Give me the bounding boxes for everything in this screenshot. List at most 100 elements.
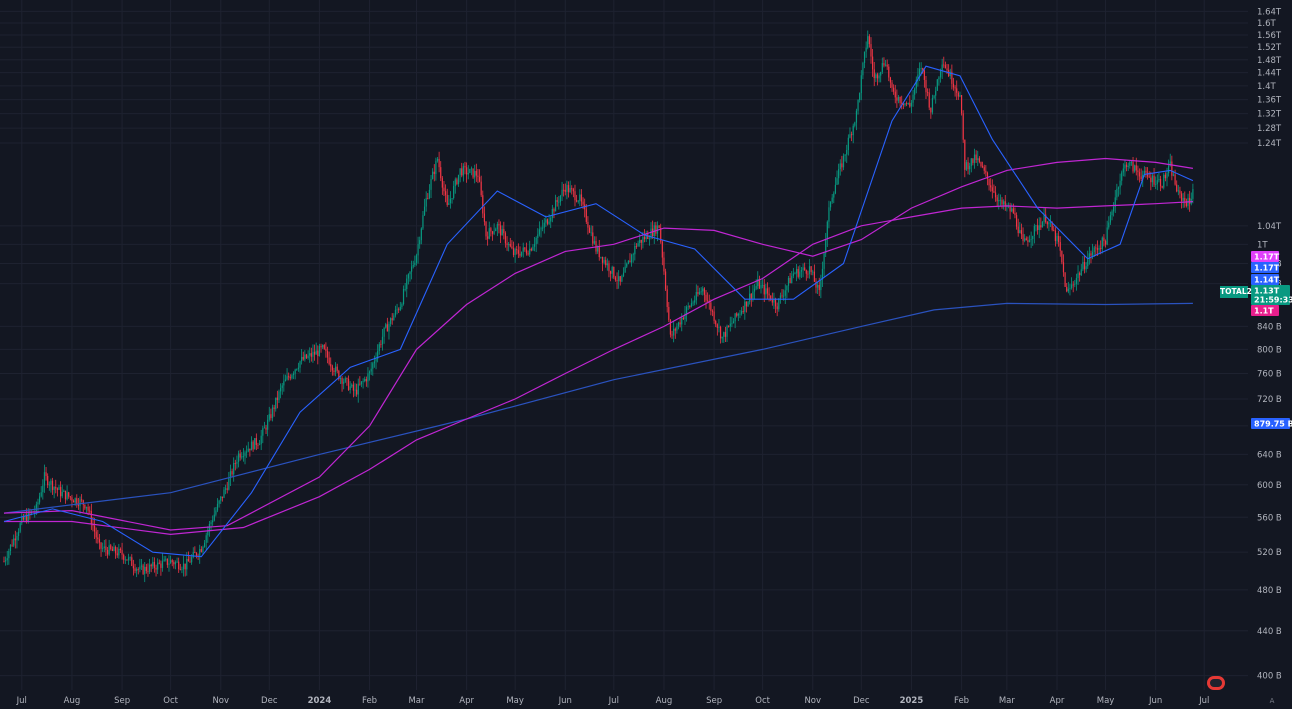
candle-body xyxy=(876,74,879,79)
candle-body xyxy=(783,295,785,297)
candle-body xyxy=(496,224,498,230)
candle-body xyxy=(522,247,524,252)
candle-body xyxy=(742,311,744,312)
candle-body xyxy=(773,299,775,303)
candle-body xyxy=(381,336,384,345)
candle-body xyxy=(440,167,442,179)
candle-body xyxy=(375,358,377,362)
candle-body xyxy=(681,317,683,325)
candle-body xyxy=(870,44,872,57)
candle-body xyxy=(849,134,851,138)
candle-body xyxy=(760,284,762,289)
candle-body xyxy=(1070,284,1073,288)
candle-body xyxy=(577,200,579,202)
y-tick-label: 480 B xyxy=(1257,586,1282,596)
candle-body xyxy=(818,284,820,291)
candle-body xyxy=(271,407,274,419)
candle-body xyxy=(550,217,552,222)
x-tick-label: Aug xyxy=(64,696,81,706)
candle-body xyxy=(1185,201,1188,206)
candle-body xyxy=(64,490,67,500)
candle-body xyxy=(713,311,715,321)
candle-body xyxy=(619,276,621,282)
candle-body xyxy=(902,103,904,106)
candle-body xyxy=(1082,261,1084,270)
candle-body xyxy=(216,503,219,511)
candle-body xyxy=(965,162,968,170)
candle-body xyxy=(711,310,714,312)
candle-body xyxy=(480,181,482,196)
candle-body xyxy=(422,215,424,229)
candle-body xyxy=(576,200,578,202)
candle-body xyxy=(239,453,241,458)
candle-body xyxy=(592,232,594,244)
x-tick-label: Jul xyxy=(16,696,27,706)
candle-body xyxy=(553,209,555,212)
candle-body xyxy=(14,538,16,541)
candle-body xyxy=(47,475,49,486)
candle-body xyxy=(257,444,259,446)
candle-body xyxy=(192,552,194,558)
candle-body xyxy=(498,224,500,226)
x-tick-label: Apr xyxy=(459,696,474,706)
candle-body xyxy=(909,103,911,107)
candle-body xyxy=(800,269,803,272)
candle-body xyxy=(1027,240,1029,243)
candle-body xyxy=(551,209,553,218)
candle-body xyxy=(202,546,204,552)
candle-body xyxy=(1014,213,1016,216)
candle-body xyxy=(262,428,264,436)
candle-body xyxy=(960,95,963,114)
tradingview-logo-icon[interactable] xyxy=(1207,676,1225,690)
candle-body xyxy=(119,548,122,551)
price-tag xyxy=(1251,262,1279,273)
candle-body xyxy=(627,260,629,265)
candle-body xyxy=(784,290,786,296)
candle-body xyxy=(427,198,429,199)
candle-body xyxy=(993,191,995,193)
candle-body xyxy=(808,266,811,274)
candle-body xyxy=(737,313,739,316)
candle-body xyxy=(373,361,376,364)
candle-body xyxy=(750,293,752,299)
candle-body xyxy=(943,64,945,66)
candle-body xyxy=(881,63,883,72)
candle-body xyxy=(77,504,80,507)
candle-body xyxy=(1174,174,1176,185)
candle-body xyxy=(810,266,812,272)
candle-body xyxy=(590,232,592,234)
candle-body xyxy=(1151,175,1154,183)
candle-body xyxy=(359,383,361,385)
candle-body xyxy=(1011,208,1013,212)
candle-body xyxy=(833,193,835,198)
candle-body xyxy=(525,249,528,254)
candle-body xyxy=(5,560,7,562)
candle-body xyxy=(1121,172,1123,181)
auto-scale-button[interactable]: A xyxy=(1269,697,1275,705)
candle-body xyxy=(1056,235,1058,242)
candle-body xyxy=(483,213,486,222)
candle-body xyxy=(1189,197,1191,204)
y-tick-label: 760 B xyxy=(1257,370,1282,380)
x-tick-label: Nov xyxy=(212,696,229,706)
candle-body xyxy=(538,229,541,235)
candle-body xyxy=(102,547,104,549)
x-tick-label: Dec xyxy=(261,696,278,706)
candle-body xyxy=(988,178,990,186)
candle-body xyxy=(435,160,437,174)
candle-body xyxy=(820,279,822,291)
candle-body xyxy=(564,189,566,192)
candle-body xyxy=(247,448,249,452)
candle-body xyxy=(69,496,71,498)
candle-body xyxy=(668,306,670,320)
candle-body xyxy=(1164,174,1166,179)
candle-body xyxy=(771,299,773,303)
candle-body xyxy=(406,278,408,289)
candle-body xyxy=(854,122,856,126)
candle-body xyxy=(454,179,456,187)
candle-body xyxy=(962,113,964,140)
candle-body xyxy=(804,267,806,271)
candle-body xyxy=(333,370,335,372)
